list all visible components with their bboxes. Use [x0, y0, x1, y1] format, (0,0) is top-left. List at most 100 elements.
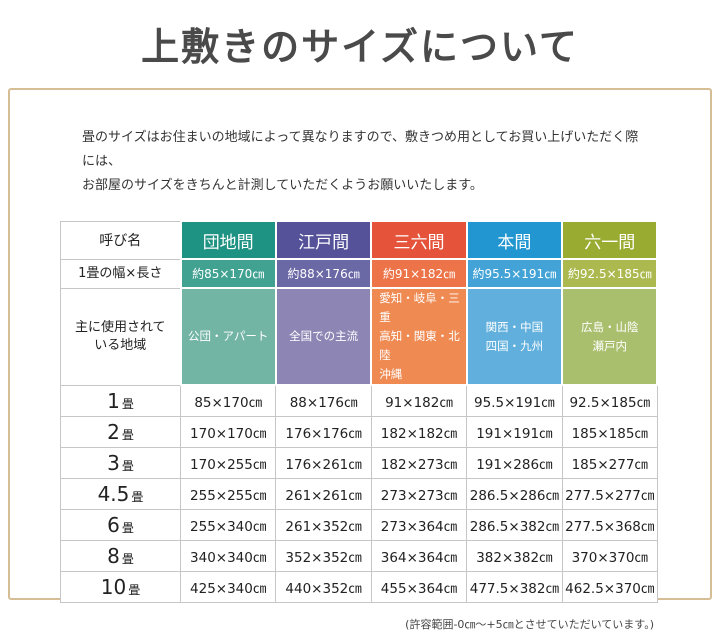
size-value-cell: 261×352㎝: [275, 508, 372, 541]
column-header-0: 団地間: [179, 220, 277, 261]
regions-cell-0: 公団・アパート: [179, 287, 277, 387]
region-line: 高知・関東・北陸: [379, 329, 460, 363]
one-mat-size-row-label: 1畳の幅×長さ: [60, 258, 181, 289]
size-row-label-number: 4.5: [97, 481, 130, 506]
one-mat-size-cell-1: 約88×176㎝: [274, 258, 373, 290]
header-row: 呼び名 団地間 江戸間 三六間 本間 六一間: [60, 220, 659, 261]
size-value-cell: 382×382㎝: [466, 539, 563, 572]
size-row-label-number: 2: [107, 419, 120, 444]
size-row-8: 8 畳 340×340㎝ 352×352㎝ 364×364㎝ 382×382㎝ 370×37…: [60, 539, 658, 572]
size-row-label-unit: 畳: [121, 551, 134, 566]
size-value-cell: 170×255㎝: [179, 446, 277, 479]
size-value-cell: 286.5×286㎝: [466, 477, 563, 510]
size-value-cell: 286.5×382㎝: [466, 508, 563, 541]
size-value-cell: 91×182㎝: [370, 384, 468, 417]
regions-cell-3: 関西・中国 四国・九州: [465, 287, 564, 387]
corner-cell-name-label: 呼び名: [60, 220, 181, 260]
size-value-cell: 273×364㎝: [370, 508, 468, 541]
regions-row-label-line-0: 主に使用されて: [74, 319, 166, 335]
intro-line-1: 畳のサイズはお住まいの地域によって異なりますので、敷きつめ用としてお買い上げいた…: [82, 130, 639, 170]
one-mat-size-cell-4: 約92.5×185㎝: [561, 258, 659, 290]
size-value-cell: 182×273㎝: [370, 446, 468, 479]
size-row-2: 2 畳 170×170㎝ 176×176㎝ 182×182㎝ 191×191㎝ 185×18…: [60, 415, 658, 448]
size-row-4.5: 4.5 畳 255×255㎝ 261×261㎝ 273×273㎝ 286.5×286㎝ 27…: [60, 477, 658, 510]
size-value-cell: 85×170㎝: [179, 384, 277, 417]
size-value-cell: 455×364㎝: [370, 570, 468, 603]
size-row-label-unit: 畳: [121, 520, 134, 535]
size-value-cell: 176×176㎝: [275, 415, 372, 448]
size-row-label-number: 10: [100, 574, 127, 599]
size-value-cell: 185×185㎝: [561, 415, 658, 448]
size-value-cell: 95.5×191㎝: [466, 384, 563, 417]
tolerance-note: (許容範囲-0㎝～+5㎝とさせていただいています。): [405, 617, 654, 631]
size-value-cell: 477.5×382㎝: [466, 570, 563, 603]
region-line: 全国での主流: [289, 329, 359, 344]
region-line: 関西・中国: [485, 319, 544, 334]
column-header-1: 江戸間: [274, 220, 373, 261]
size-value-cell: 191×286㎝: [466, 446, 563, 479]
size-row-label-number: 6: [107, 512, 120, 537]
size-value-cell: 370×370㎝: [561, 539, 658, 572]
page-title: 上敷きのサイズについて: [141, 24, 579, 69]
size-row-label-number: 3: [107, 450, 120, 475]
size-row-3: 3 畳 170×255㎝ 176×261㎝ 182×273㎝ 191×286㎝ 185×27…: [60, 446, 658, 479]
size-value-cell: 277.5×277㎝: [561, 477, 658, 510]
size-row-label-number: 8: [107, 543, 120, 568]
regions-row-label-line-1: いる地域: [94, 337, 147, 353]
region-line: 広島・山陰: [581, 319, 639, 334]
size-row-label: 10 畳: [60, 570, 181, 603]
regions-row: 主に使用されて いる地域 公団・アパート 全国での主流 愛知・岐阜・三重 高知・関東・北陸…: [60, 287, 659, 387]
size-value-cell: 462.5×370㎝: [561, 570, 658, 603]
column-header-3: 本間: [465, 220, 564, 261]
region-line: 瀬戸内: [592, 338, 628, 353]
size-row-label: 4.5 畳: [60, 477, 181, 510]
one-mat-size-cell-2: 約91×182㎝: [370, 258, 468, 290]
region-line: 愛知・岐阜・三重: [379, 291, 460, 325]
size-value-cell: 176×261㎝: [275, 446, 372, 479]
size-value-cell: 425×340㎝: [179, 570, 277, 603]
size-row-1: 1 畳 85×170㎝ 88×176㎝ 91×182㎝ 95.5×191㎝ 92.5×185…: [60, 384, 658, 417]
size-value-cell: 255×340㎝: [179, 508, 277, 541]
one-mat-size-cell-0: 約85×170㎝: [179, 258, 277, 290]
content-panel: 畳のサイズはお住まいの地域によって異なりますので、敷きつめ用としてお買い上げいた…: [8, 88, 712, 631]
size-row-label-unit: 畳: [131, 489, 144, 504]
size-row-label-unit: 畳: [128, 582, 141, 597]
intro-text: 畳のサイズはお住まいの地域によって異なりますので、敷きつめ用としてお買い上げいた…: [82, 126, 650, 198]
size-value-cell: 185×277㎝: [561, 446, 658, 479]
size-value-cell: 191×191㎝: [466, 415, 563, 448]
region-line: 公団・アパート: [188, 329, 269, 344]
size-value-cell: 364×364㎝: [370, 539, 468, 572]
size-value-cell: 88×176㎝: [275, 384, 372, 417]
size-value-cell: 440×352㎝: [275, 570, 372, 603]
size-value-cell: 182×182㎝: [370, 415, 468, 448]
size-value-cell: 273×273㎝: [370, 477, 468, 510]
regions-row-label: 主に使用されて いる地域: [60, 287, 181, 386]
size-value-cell: 277.5×368㎝: [561, 508, 658, 541]
size-value-cell: 170×170㎝: [179, 415, 277, 448]
one-mat-size-cell-3: 約95.5×191㎝: [465, 258, 564, 290]
size-value-cell: 92.5×185㎝: [561, 384, 658, 417]
regions-cell-2: 愛知・岐阜・三重 高知・関東・北陸沖縄: [370, 287, 468, 387]
size-row-label-number: 1: [107, 388, 120, 413]
size-value-cell: 261×261㎝: [275, 477, 372, 510]
size-row-10: 10 畳 425×340㎝ 440×352㎝ 455×364㎝ 477.5×382㎝ 462…: [60, 570, 658, 603]
size-row-6: 6 畳 255×340㎝ 261×352㎝ 273×364㎝ 286.5×382㎝ 277.…: [60, 508, 658, 541]
intro-line-2: お部屋のサイズをきちんと計測していただくようお願いいたします。: [82, 178, 483, 194]
regions-cell-1: 全国での主流: [274, 287, 373, 387]
size-row-label-unit: 畳: [121, 458, 134, 473]
one-mat-size-row: 1畳の幅×長さ 約85×170㎝ 約88×176㎝ 約91×182㎝ 約95.5×191…: [60, 258, 659, 290]
size-value-cell: 340×340㎝: [179, 539, 277, 572]
tatami-size-table: 呼び名 団地間 江戸間 三六間 本間 六一間 1畳の幅×長さ 約85×170㎝ 約88×176㎝…: [60, 220, 659, 603]
size-row-label-unit: 畳: [121, 427, 134, 442]
column-header-2: 三六間: [370, 220, 468, 261]
regions-cell-4: 広島・山陰 瀬戸内: [561, 287, 659, 387]
size-value-cell: 352×352㎝: [275, 539, 372, 572]
region-line: 沖縄: [379, 367, 403, 382]
size-row-label-unit: 畳: [121, 396, 134, 411]
size-value-cell: 255×255㎝: [179, 477, 277, 510]
column-header-4: 六一間: [561, 220, 659, 261]
